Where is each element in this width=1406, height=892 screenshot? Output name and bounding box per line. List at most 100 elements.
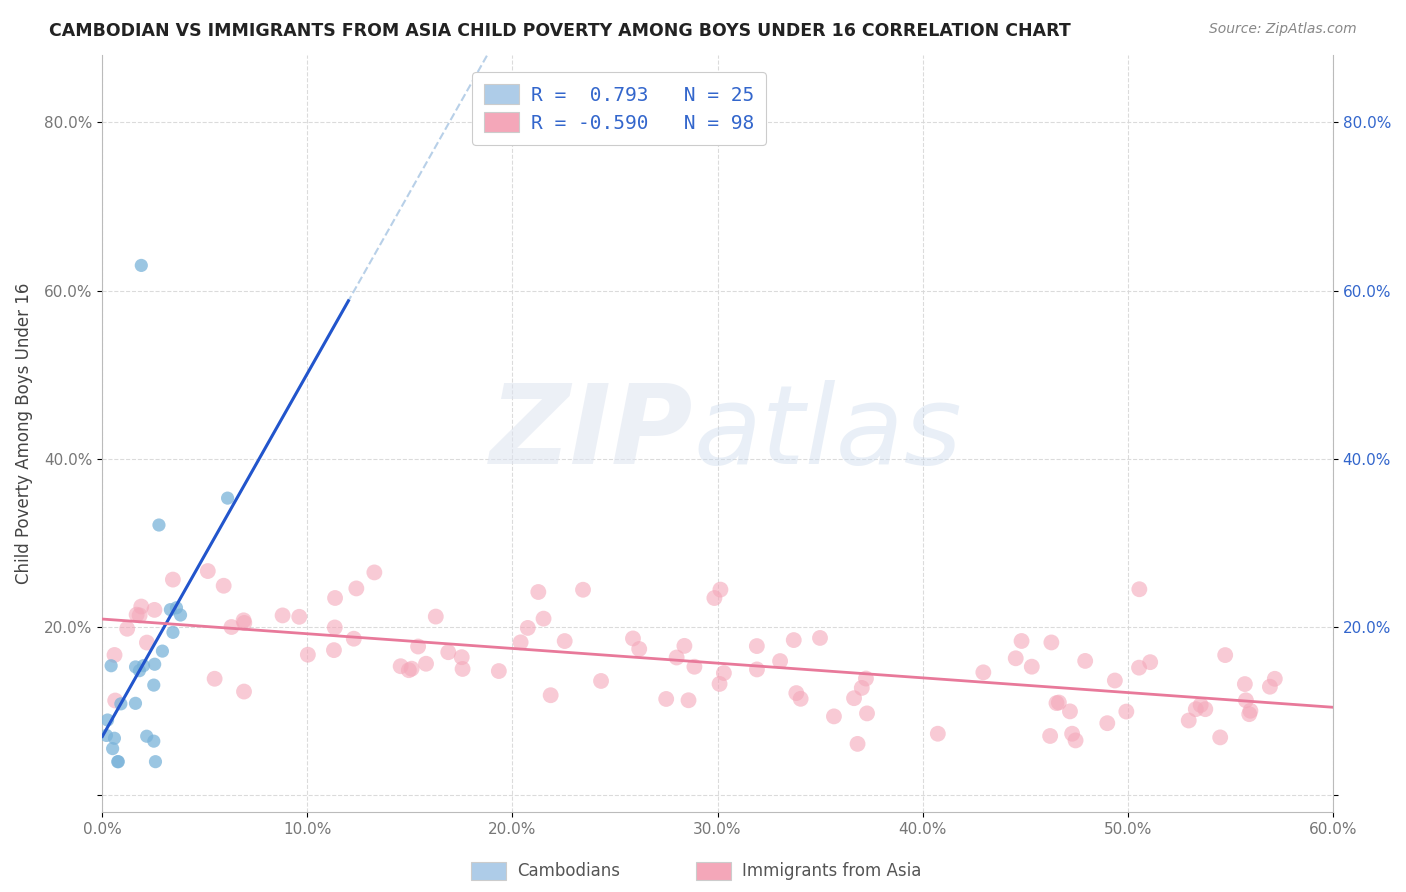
Point	[162, 625, 184, 640]
Point	[96, 728, 118, 742]
Point	[437, 645, 460, 659]
Point	[1047, 696, 1070, 710]
Point	[323, 643, 346, 657]
Point	[709, 582, 731, 597]
Text: CAMBODIAN VS IMMIGRANTS FROM ASIA CHILD POVERTY AMONG BOYS UNDER 16 CORRELATION : CAMBODIAN VS IMMIGRANTS FROM ASIA CHILD …	[49, 22, 1071, 40]
Point	[1004, 651, 1026, 665]
Point	[363, 566, 385, 580]
Point	[1128, 582, 1150, 597]
Point	[221, 620, 243, 634]
Point	[823, 709, 845, 723]
Point	[927, 727, 949, 741]
Point	[204, 672, 226, 686]
Text: Cambodians: Cambodians	[517, 863, 620, 880]
Point	[143, 603, 166, 617]
Point	[621, 632, 644, 646]
Point	[148, 518, 170, 533]
Point	[789, 691, 811, 706]
Point	[425, 609, 447, 624]
Point	[128, 608, 150, 623]
Point	[851, 681, 873, 695]
Point	[103, 731, 125, 746]
Point	[232, 613, 254, 627]
Point	[972, 665, 994, 680]
Point	[212, 579, 235, 593]
Point	[488, 664, 510, 678]
Point	[808, 631, 831, 645]
Point	[1194, 702, 1216, 716]
Point	[1059, 705, 1081, 719]
Point	[1258, 680, 1281, 694]
Point	[135, 635, 157, 649]
Point	[142, 734, 165, 748]
Point	[1021, 659, 1043, 673]
Point	[101, 741, 124, 756]
Point	[451, 662, 474, 676]
Y-axis label: Child Poverty Among Boys Under 16: Child Poverty Among Boys Under 16	[15, 283, 32, 584]
Point	[1209, 731, 1232, 745]
Point	[389, 659, 412, 673]
Point	[217, 491, 239, 505]
Point	[1040, 635, 1063, 649]
Point	[1011, 634, 1033, 648]
Point	[142, 678, 165, 692]
Point	[1115, 705, 1137, 719]
Text: Source: ZipAtlas.com: Source: ZipAtlas.com	[1209, 22, 1357, 37]
Point	[97, 713, 120, 727]
Point	[152, 644, 174, 658]
Point	[540, 688, 562, 702]
Point	[1045, 696, 1067, 710]
Point	[1184, 702, 1206, 716]
Point	[1062, 727, 1084, 741]
Point	[323, 591, 346, 605]
Point	[110, 697, 132, 711]
Point	[128, 664, 150, 678]
Point	[1189, 698, 1212, 712]
Point	[323, 620, 346, 634]
Legend: R =  0.793   N = 25, R = -0.590   N = 98: R = 0.793 N = 25, R = -0.590 N = 98	[472, 72, 766, 145]
Point	[398, 663, 420, 677]
Point	[1177, 714, 1199, 728]
Point	[450, 650, 472, 665]
Point	[115, 622, 138, 636]
Point	[233, 684, 256, 698]
Point	[129, 599, 152, 614]
Point	[855, 672, 877, 686]
Point	[856, 706, 879, 721]
Point	[166, 600, 188, 615]
Point	[1237, 707, 1260, 722]
Point	[162, 573, 184, 587]
Point	[665, 650, 688, 665]
Point	[509, 635, 531, 649]
Point	[107, 755, 129, 769]
Point	[297, 648, 319, 662]
Point	[655, 692, 678, 706]
Point	[842, 691, 865, 706]
Point	[1239, 704, 1261, 718]
Point	[1213, 648, 1236, 662]
Point	[527, 585, 550, 599]
Point	[783, 633, 806, 648]
Point	[107, 755, 129, 769]
Point	[1264, 672, 1286, 686]
Point	[135, 729, 157, 743]
Point	[589, 673, 612, 688]
Point	[415, 657, 437, 671]
Point	[104, 693, 127, 707]
Point	[703, 591, 725, 605]
Point	[1074, 654, 1097, 668]
Text: Immigrants from Asia: Immigrants from Asia	[742, 863, 922, 880]
Point	[628, 642, 651, 657]
Point	[1039, 729, 1062, 743]
Point	[572, 582, 595, 597]
Point	[103, 648, 125, 662]
Point	[197, 564, 219, 578]
Point	[713, 666, 735, 681]
Point	[343, 632, 366, 646]
Point	[401, 662, 423, 676]
Point	[846, 737, 869, 751]
Point	[159, 602, 181, 616]
Point	[1233, 677, 1256, 691]
Point	[533, 612, 555, 626]
Point	[554, 634, 576, 648]
